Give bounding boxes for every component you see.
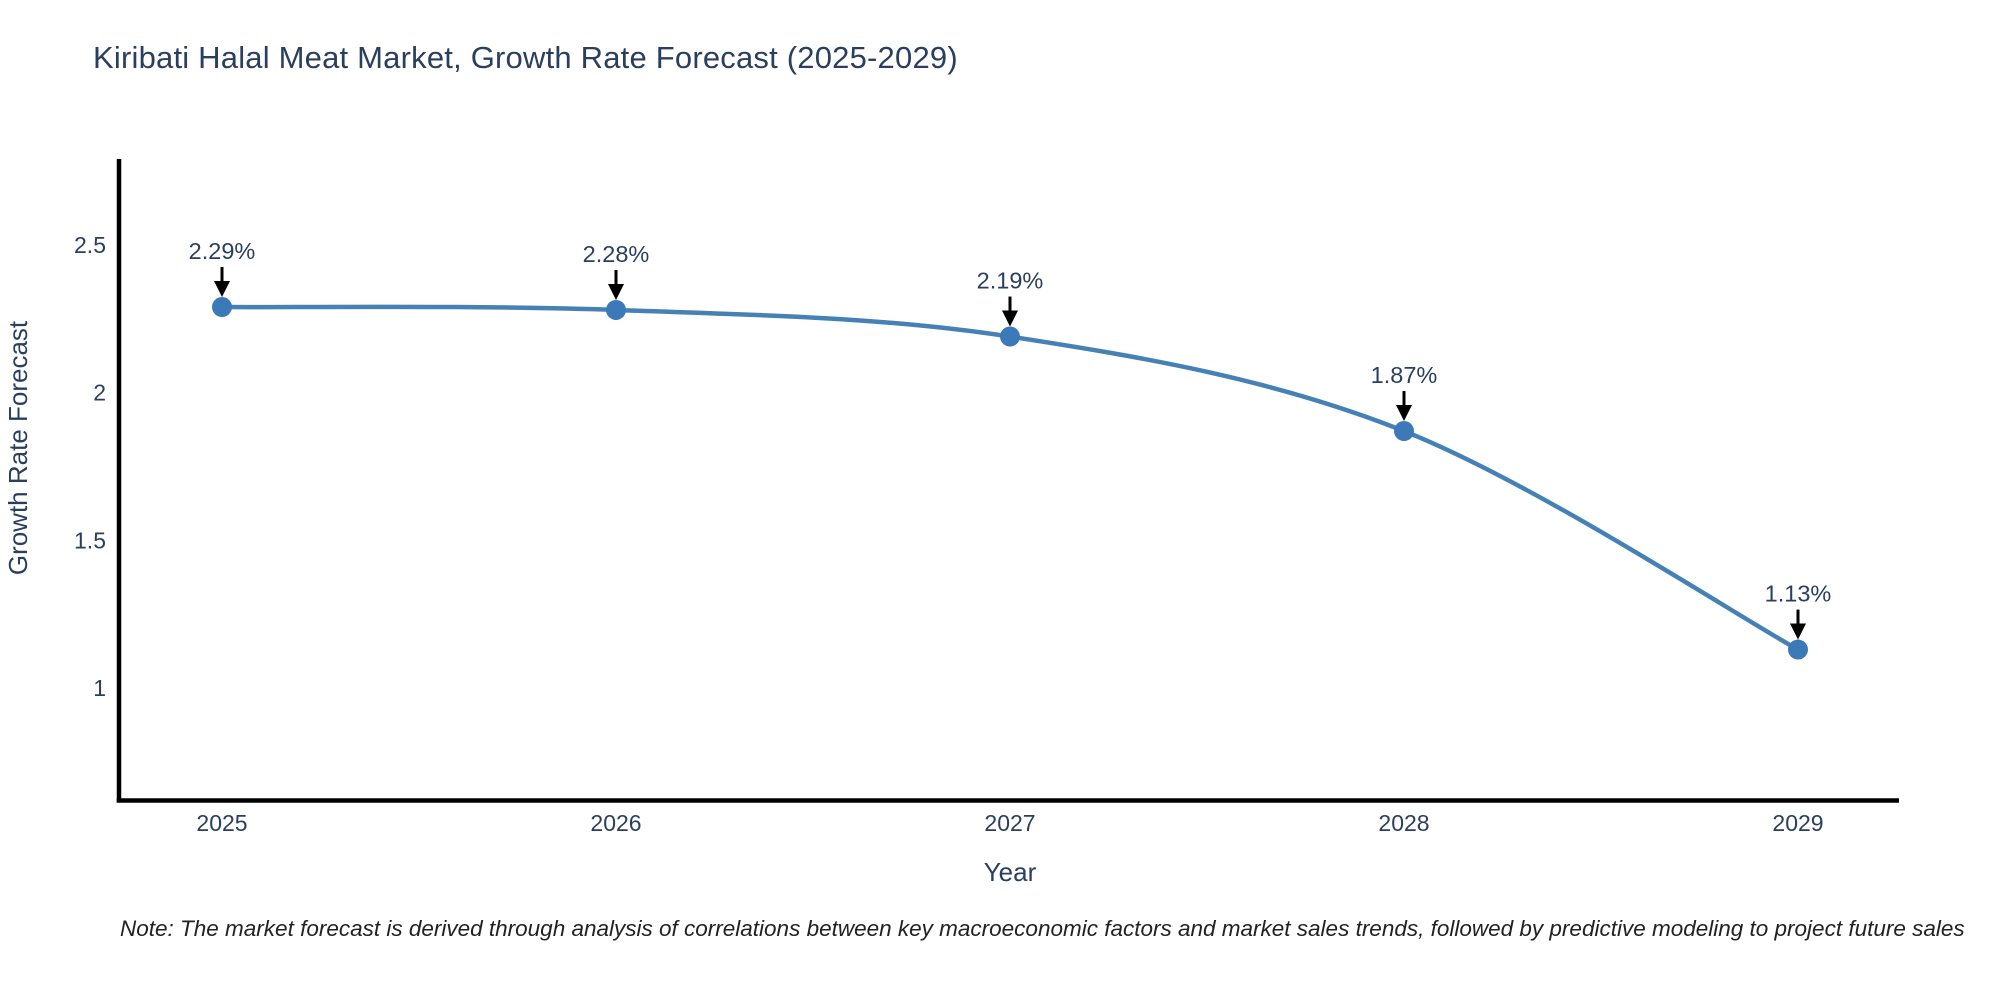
data-point-marker — [1394, 421, 1414, 442]
chart-title: Kiribati Halal Meat Market, Growth Rate … — [93, 40, 958, 75]
x-tick-label: 2028 — [1378, 810, 1429, 836]
x-tick-label: 2025 — [196, 810, 247, 836]
x-tick-label: 2026 — [590, 810, 641, 836]
data-point-marker — [606, 299, 626, 320]
y-tick-label: 2 — [93, 380, 106, 406]
annotation-arrowhead — [608, 283, 624, 300]
data-point-marker — [1788, 639, 1808, 660]
data-point-label: 1.87% — [1371, 362, 1438, 388]
annotation-arrowhead — [1790, 623, 1806, 640]
y-tick-label: 1 — [93, 675, 106, 701]
footnote: Note: The market forecast is derived thr… — [120, 916, 1965, 941]
x-tick-label: 2029 — [1772, 810, 1823, 836]
data-point-label: 1.13% — [1765, 581, 1832, 607]
forecast-line — [219, 304, 1801, 652]
x-axis-title: Year — [984, 857, 1037, 887]
data-point-label: 2.29% — [189, 238, 256, 264]
data-point-label: 2.28% — [583, 241, 650, 267]
y-tick-label: 2.5 — [74, 232, 106, 258]
data-point-marker — [1000, 326, 1020, 347]
annotation-arrowhead — [1002, 310, 1018, 327]
y-tick-label: 1.5 — [74, 527, 106, 553]
data-point-marker — [212, 297, 232, 318]
y-axis-title: Growth Rate Forecast — [3, 320, 33, 575]
annotation-arrowhead — [1396, 405, 1412, 422]
x-tick-label: 2027 — [984, 810, 1035, 836]
data-point-label: 2.19% — [977, 268, 1044, 294]
annotation-arrowhead — [214, 281, 230, 298]
